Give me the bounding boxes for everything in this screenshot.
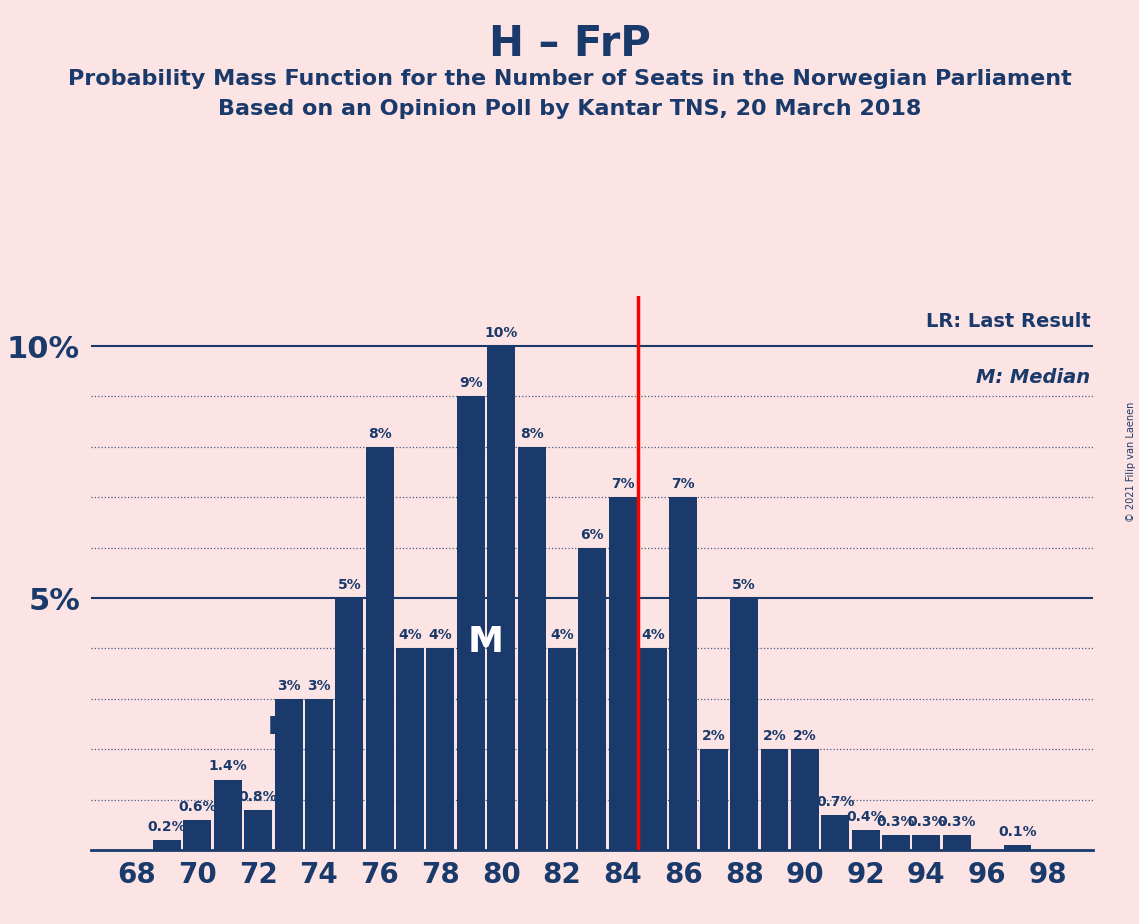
Text: 5%: 5% xyxy=(732,578,756,592)
Text: M: Median: M: Median xyxy=(976,368,1090,387)
Bar xyxy=(761,749,788,850)
Text: 7%: 7% xyxy=(672,477,695,492)
Text: 6%: 6% xyxy=(581,528,604,541)
Text: 0.3%: 0.3% xyxy=(907,815,945,829)
Bar xyxy=(426,649,454,850)
Bar xyxy=(153,840,181,850)
Bar xyxy=(548,649,576,850)
Bar xyxy=(396,649,424,850)
Text: 4%: 4% xyxy=(428,628,452,642)
Bar xyxy=(639,649,667,850)
Bar xyxy=(912,835,941,850)
Text: 4%: 4% xyxy=(550,628,574,642)
Bar xyxy=(579,548,606,850)
Text: © 2021 Filip van Laenen: © 2021 Filip van Laenen xyxy=(1126,402,1136,522)
Text: 0.1%: 0.1% xyxy=(998,825,1036,839)
Bar xyxy=(457,396,485,850)
Text: 0.4%: 0.4% xyxy=(846,809,885,824)
Text: 4%: 4% xyxy=(641,628,665,642)
Text: 3%: 3% xyxy=(277,679,301,693)
Text: M: M xyxy=(468,625,503,659)
Text: 0.3%: 0.3% xyxy=(937,815,976,829)
Text: 2%: 2% xyxy=(763,729,786,743)
Bar xyxy=(821,815,850,850)
Bar xyxy=(852,830,879,850)
Bar xyxy=(608,497,637,850)
Text: Based on an Opinion Poll by Kantar TNS, 20 March 2018: Based on an Opinion Poll by Kantar TNS, … xyxy=(218,99,921,119)
Text: 0.8%: 0.8% xyxy=(239,790,278,804)
Bar xyxy=(670,497,697,850)
Text: 10%: 10% xyxy=(484,326,518,340)
Text: H – FrP: H – FrP xyxy=(489,23,650,65)
Text: 7%: 7% xyxy=(611,477,634,492)
Bar xyxy=(943,835,970,850)
Bar xyxy=(790,749,819,850)
Text: 8%: 8% xyxy=(368,427,392,441)
Bar xyxy=(305,699,333,850)
Bar xyxy=(730,598,759,850)
Text: 4%: 4% xyxy=(399,628,421,642)
Text: 3%: 3% xyxy=(308,679,330,693)
Text: 8%: 8% xyxy=(519,427,543,441)
Bar xyxy=(487,346,515,850)
Text: 2%: 2% xyxy=(702,729,726,743)
Bar xyxy=(274,699,303,850)
Bar xyxy=(244,809,272,850)
Text: LR: Last Result: LR: Last Result xyxy=(926,312,1090,332)
Bar xyxy=(366,447,394,850)
Bar xyxy=(335,598,363,850)
Bar xyxy=(183,820,212,850)
Bar xyxy=(517,447,546,850)
Bar xyxy=(699,749,728,850)
Text: 0.6%: 0.6% xyxy=(178,800,216,814)
Text: 0.7%: 0.7% xyxy=(816,795,854,808)
Text: 0.2%: 0.2% xyxy=(148,820,187,834)
Text: 2%: 2% xyxy=(793,729,817,743)
Bar xyxy=(1003,845,1032,850)
Text: Probability Mass Function for the Number of Seats in the Norwegian Parliament: Probability Mass Function for the Number… xyxy=(67,69,1072,90)
Text: 9%: 9% xyxy=(459,376,483,391)
Text: 5%: 5% xyxy=(337,578,361,592)
Text: 0.3%: 0.3% xyxy=(877,815,916,829)
Text: LR: LR xyxy=(268,715,303,739)
Bar xyxy=(882,835,910,850)
Bar xyxy=(214,780,241,850)
Text: 1.4%: 1.4% xyxy=(208,760,247,773)
